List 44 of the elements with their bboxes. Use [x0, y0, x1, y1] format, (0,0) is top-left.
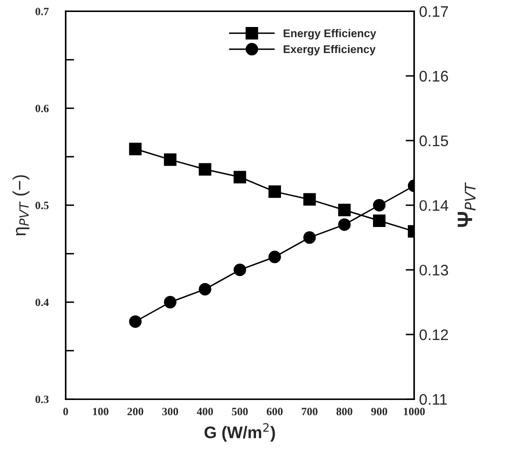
y2-axis-title: Ψ$_{PVT}$ [458, 182, 476, 227]
point [303, 193, 316, 206]
point [268, 185, 281, 198]
x-tick-label: 1000 [404, 408, 425, 416]
y2-tick-label: 0.13 [420, 264, 448, 276]
y2-tick-label: 0.17 [420, 6, 448, 17]
x-tick-label: 900 [371, 408, 388, 416]
y-tick-label: 0.6 [36, 104, 49, 112]
y-axis-title: η$_{PVT}$ (−) [12, 175, 30, 236]
point [129, 315, 142, 328]
point [373, 198, 386, 212]
point [268, 250, 281, 264]
y2-tick-label: 0.12 [420, 329, 448, 340]
point [164, 153, 176, 166]
y-tick-label: 0.3 [36, 396, 49, 404]
x-tick-label: 800 [336, 408, 352, 416]
point [164, 296, 176, 308]
x-tick-label: 0 [63, 408, 68, 416]
point [373, 214, 386, 227]
x-tick-label: 500 [232, 408, 248, 416]
x-tick-label: 300 [162, 408, 178, 416]
x-tick-label: 600 [266, 408, 283, 416]
y2-tick-label: 0.16 [420, 70, 448, 82]
x-tick-label: 100 [93, 408, 108, 416]
y2-tick-label: 0.15 [420, 135, 448, 146]
point [338, 204, 351, 216]
x-tick-label: 400 [196, 408, 213, 416]
point [198, 282, 212, 296]
x-tick-label: 200 [127, 408, 144, 416]
point [234, 264, 246, 276]
y-tick-label: 0.7 [36, 8, 49, 16]
legend-label: Exergy Efficiency [284, 44, 376, 56]
y-tick-label: 0.4 [36, 298, 49, 306]
point [198, 163, 212, 176]
y-tick-label: 0.5 [36, 202, 49, 210]
x-tick-label: 700 [302, 408, 318, 416]
point [129, 142, 142, 156]
y2-tick-label: 0.11 [420, 394, 447, 405]
legend-label: Energy Efficiency [284, 29, 376, 40]
point [338, 218, 351, 231]
point [234, 170, 246, 184]
point [303, 231, 316, 244]
x-axis-title: G (W/m$^{2}$) [204, 423, 275, 442]
y2-tick-label: 0.14 [420, 200, 448, 211]
